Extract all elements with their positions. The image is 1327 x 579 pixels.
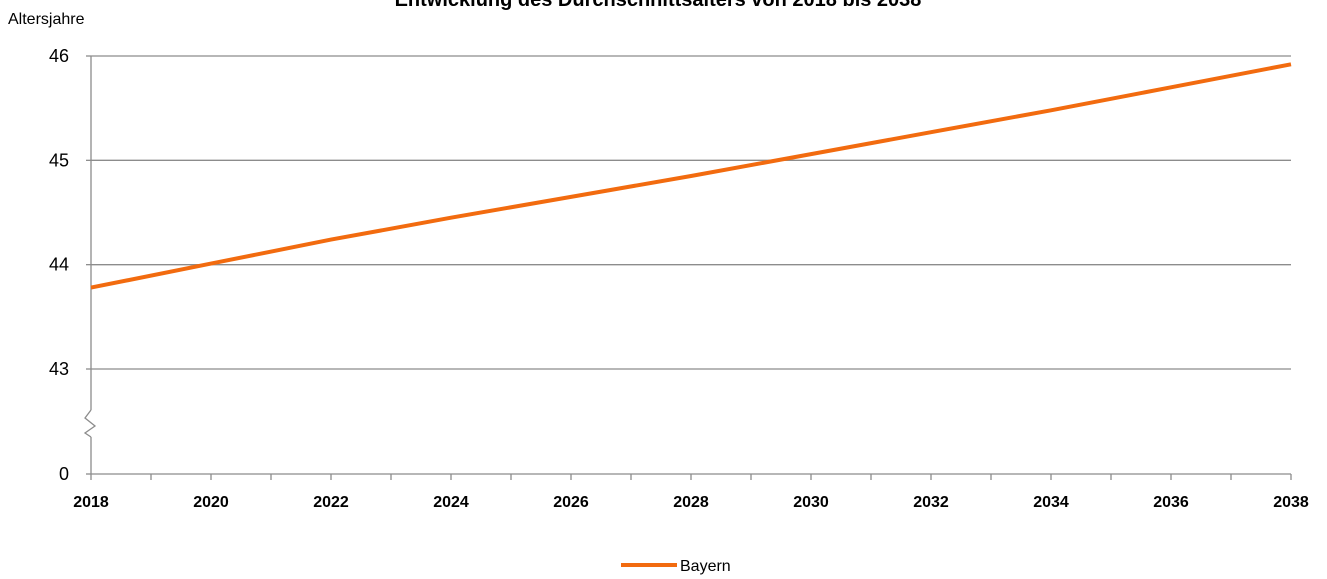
x-tick-label: 2020 [193,494,229,511]
legend: Bayern [621,558,731,575]
series-layer [90,62,1292,290]
x-tick-label: 2030 [793,494,829,511]
y-tick-label: 45 [49,150,69,170]
y-tick-label: 0 [59,464,69,484]
y-tick-label: 46 [49,46,69,66]
x-tick-label: 2022 [313,494,349,511]
x-tick-label: 2026 [553,494,589,511]
series-line-bayern [90,62,1292,290]
x-tick-label: 2036 [1153,494,1189,511]
gridlines [91,55,1291,370]
axes [83,55,1292,480]
x-tick-labels: 2018 2020 2022 2024 2026 2028 2030 2032 2034 2036… [73,494,1309,511]
y-axis-break [83,409,97,438]
x-tick-label: 2028 [673,494,709,511]
legend-label-bayern: Bayern [680,558,731,575]
x-tick-label: 2032 [913,494,949,511]
chart-title: Entwicklung des Durchschnittsalters von … [395,0,922,11]
y-tick-labels: 46 45 44 43 0 [49,46,69,484]
x-tick-label: 2038 [1273,494,1309,511]
x-tick-label: 2024 [433,494,469,511]
y-tick-label: 43 [49,359,69,379]
x-tick-label: 2018 [73,494,109,511]
y-axis-label: Altersjahre [8,11,85,28]
x-tick-label: 2034 [1033,494,1069,511]
y-tick-label: 44 [49,255,69,275]
